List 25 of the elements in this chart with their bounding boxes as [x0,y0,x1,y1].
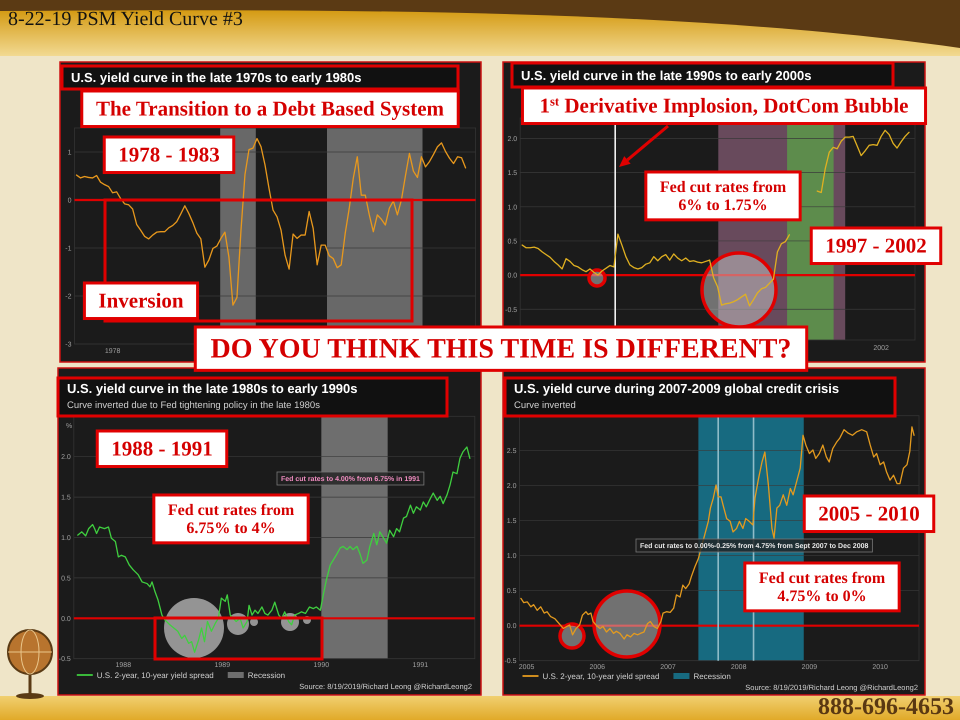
line-series [522,233,790,306]
chart-title: U.S. yield curve in the late 1970s to early 1980s [71,70,362,85]
annotation: 2005 - 2010 [818,501,920,526]
legend-label: Recession [693,672,731,681]
chart-title: U.S. yield curve in the late 1980s to early 1990s [67,381,358,396]
annotation: Fed cut rates from 6% to 1.75% [660,179,787,214]
text: 8-22-19 PSM Yield Curve #3 [8,8,243,30]
annotation: 1997 - 2002 [825,233,927,258]
text: 1$^{st}$ Derivative Implosion, DotCom Bubble [539,93,909,118]
legend-label: Recession [248,671,286,680]
annotation: Fed cut rates from 4.75% to 0% [758,570,886,605]
annotation: 1988 - 1991 [111,436,213,460]
annotation: 1978 - 1983 [118,142,220,166]
text: The Transition to a Debt Based System [96,96,445,120]
chart-title: U.S. yield curve during 2007-2009 global credit crisis [514,381,840,396]
annotation: DO YOU THINK THIS TIME IS DIFFERENT? [210,334,792,365]
legend-label: U.S. 2-year, 10-year yield spread [96,671,214,680]
annotation: Fed cut rates from 6.75% to 4% [168,502,295,537]
annotation: Inversion [98,288,184,312]
chart-title: U.S. yield curve in the late 1990s to early 2000s [521,68,812,83]
text: 888-696-4653 [818,694,954,720]
legend-label: U.S. 2-year, 10-year yield spread [542,672,660,681]
line-series [816,130,910,194]
chart-subtitle: Curve inverted [514,400,576,411]
chart-subtitle: Curve inverted due to Fed tightening policy in the late 1980s [67,400,320,411]
